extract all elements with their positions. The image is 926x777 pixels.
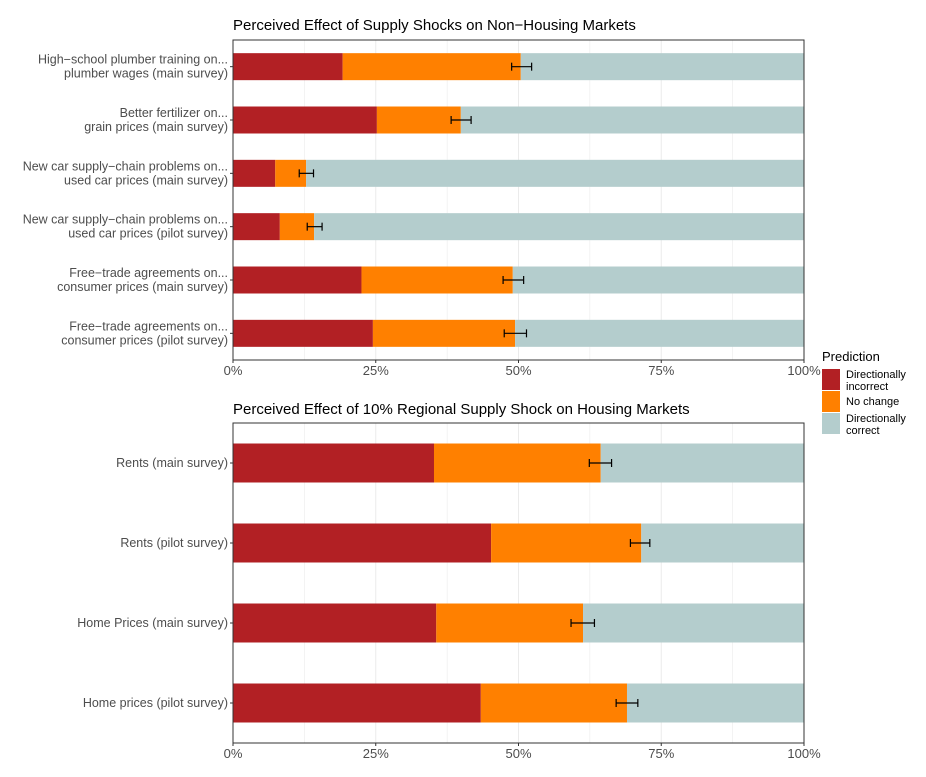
error-bar bbox=[615, 699, 639, 707]
x-tick-label: 25% bbox=[363, 746, 389, 761]
bar-segment-no-change bbox=[361, 266, 513, 294]
y-tick-label: New car supply−chain problems on... used … bbox=[23, 159, 228, 187]
error-bar bbox=[511, 62, 533, 71]
bar-segment-directionally-incorrect bbox=[233, 683, 481, 723]
bar-segment-directionally-incorrect bbox=[233, 213, 280, 241]
bar-segment-directionally-incorrect bbox=[233, 53, 343, 81]
legend-label: Directionally incorrect bbox=[846, 369, 906, 393]
bar-segment-directionally-correct bbox=[626, 683, 804, 723]
legend-label: Directionally correct bbox=[846, 413, 906, 437]
y-tick-label: Home prices (pilot survey) bbox=[83, 696, 228, 710]
bar-segment-no-change bbox=[372, 319, 516, 347]
error-bar bbox=[588, 459, 613, 467]
bar-segment-directionally-correct bbox=[515, 319, 804, 347]
y-tick-label: Better fertilizer on... grain prices (mai… bbox=[84, 106, 228, 134]
x-tick-label: 100% bbox=[787, 746, 821, 761]
bar-segment-directionally-correct bbox=[306, 159, 804, 187]
x-tick-label: 100% bbox=[787, 363, 821, 378]
legend-swatch bbox=[822, 391, 840, 412]
y-tick-label: Home Prices (main survey) bbox=[77, 616, 228, 630]
bar-segment-directionally-correct bbox=[520, 53, 804, 81]
x-tick-label: 75% bbox=[648, 363, 674, 378]
bar-segment-directionally-correct bbox=[583, 603, 804, 643]
x-tick-label: 0% bbox=[224, 363, 243, 378]
panel-1: Perceived Effect of Supply Shocks on Non… bbox=[23, 17, 821, 378]
y-tick-label: Free−trade agreements on... consumer pric… bbox=[57, 266, 228, 294]
y-tick-label: New car supply−chain problems on... used … bbox=[23, 213, 228, 241]
x-tick-label: 75% bbox=[648, 746, 674, 761]
chart-title: Perceived Effect of Supply Shocks on Non… bbox=[233, 17, 636, 34]
bar-segment-no-change bbox=[491, 523, 642, 563]
legend-swatch bbox=[822, 369, 840, 390]
y-tick-label: Free−trade agreements on... consumer pric… bbox=[61, 319, 228, 347]
error-bar bbox=[503, 329, 528, 338]
x-tick-label: 25% bbox=[363, 363, 389, 378]
bar-segment-directionally-incorrect bbox=[233, 106, 377, 134]
error-bar bbox=[629, 539, 651, 547]
chart-title: Perceived Effect of 10% Regional Supply … bbox=[233, 401, 690, 418]
bar-segment-no-change bbox=[433, 443, 601, 483]
y-tick-label: Rents (main survey) bbox=[116, 456, 228, 470]
error-bar bbox=[306, 222, 323, 231]
bar-segment-no-change bbox=[376, 106, 461, 134]
bar-segment-no-change bbox=[480, 683, 627, 723]
bar-segment-directionally-incorrect bbox=[233, 266, 362, 294]
error-bar bbox=[450, 116, 472, 124]
bar-segment-directionally-incorrect bbox=[233, 523, 492, 563]
bar-segment-directionally-incorrect bbox=[233, 159, 276, 187]
bar-segment-directionally-correct bbox=[600, 443, 804, 483]
legend-swatch bbox=[822, 413, 840, 434]
legend-label: No change bbox=[846, 396, 899, 408]
y-tick-label: Rents (pilot survey) bbox=[120, 536, 228, 550]
bar-segment-directionally-correct bbox=[460, 106, 804, 134]
bar-segment-no-change bbox=[342, 53, 521, 81]
panel-2: Perceived Effect of 10% Regional Supply … bbox=[77, 401, 821, 761]
bar-segment-directionally-correct bbox=[641, 523, 804, 563]
bar-segment-directionally-correct bbox=[512, 266, 804, 294]
x-tick-label: 50% bbox=[505, 746, 531, 761]
y-tick-label: High−school plumber training on... plumbe… bbox=[38, 53, 228, 81]
bar-segment-no-change bbox=[436, 603, 584, 643]
bar-segment-directionally-incorrect bbox=[233, 443, 434, 483]
error-bar bbox=[298, 169, 315, 178]
error-bar bbox=[502, 276, 525, 284]
legend: Prediction Directionally incorrect No chang… bbox=[822, 349, 906, 437]
x-tick-label: 50% bbox=[505, 363, 531, 378]
x-tick-label: 0% bbox=[224, 746, 243, 761]
bar-segment-directionally-incorrect bbox=[233, 319, 373, 347]
error-bar bbox=[570, 619, 596, 627]
legend-title: Prediction bbox=[822, 349, 880, 364]
bar-segment-directionally-correct bbox=[314, 213, 804, 241]
bar-segment-directionally-incorrect bbox=[233, 603, 437, 643]
